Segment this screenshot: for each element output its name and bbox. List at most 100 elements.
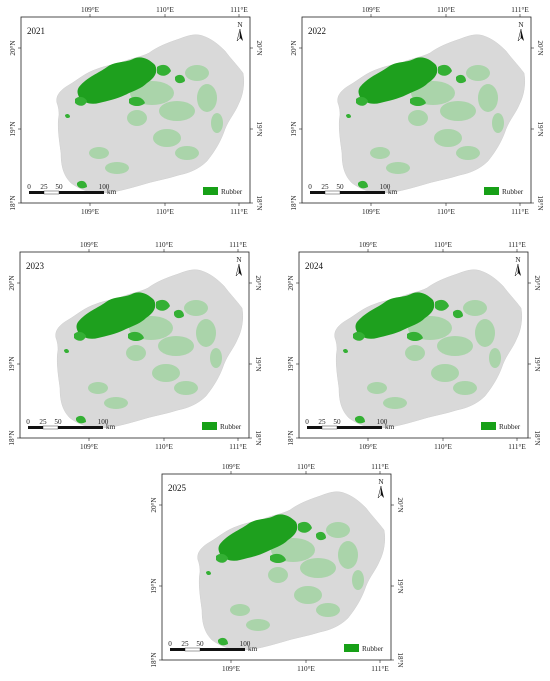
bottom-longitude-ticks: 109°E 110°E 111°E xyxy=(80,438,247,451)
bottom-longitude-ticks: 109°E 110°E 111°E xyxy=(362,203,529,216)
right-latitude-ticks: 20°N 19°N 18°N xyxy=(391,497,404,668)
svg-text:25: 25 xyxy=(39,418,47,426)
top-longitude-ticks: 109°E 110°E 111°E xyxy=(80,241,247,252)
lon-tick-top-3: 111°E xyxy=(371,463,389,471)
svg-text:100: 100 xyxy=(377,418,388,426)
lon-tick-top-3: 111°E xyxy=(229,241,247,249)
map-svg: 109°E 110°E 111°E 109°E 110°E 111°E 20°N… xyxy=(8,241,262,451)
svg-text:Rubber: Rubber xyxy=(221,188,243,196)
svg-text:100: 100 xyxy=(99,183,110,191)
svg-text:50: 50 xyxy=(55,183,63,191)
north-arrow-icon: N xyxy=(514,256,521,277)
lon-tick-bottom-1: 109°E xyxy=(80,443,99,451)
map-frame xyxy=(301,16,532,204)
rubber-dense-area xyxy=(65,57,185,189)
lon-tick-top-2: 110°E xyxy=(155,241,173,249)
legend: Rubber xyxy=(484,187,524,196)
bottom-longitude-ticks: 109°E 110°E 111°E xyxy=(359,438,526,451)
lat-tick-right-2: 19°N xyxy=(536,121,544,137)
lon-tick-bottom-2: 110°E xyxy=(155,443,173,451)
map-frame xyxy=(20,16,251,204)
lon-tick-bottom-1: 109°E xyxy=(81,208,100,216)
legend: Rubber xyxy=(202,422,242,431)
svg-text:100: 100 xyxy=(380,183,391,191)
right-latitude-ticks: 20°N 19°N 18°N xyxy=(528,275,541,446)
panel-year-label: 2024 xyxy=(305,261,324,271)
legend-swatch xyxy=(202,422,217,430)
svg-text:25: 25 xyxy=(40,183,48,191)
lat-tick-left-1: 20°N xyxy=(150,497,158,513)
legend-swatch xyxy=(484,187,499,195)
svg-text:0: 0 xyxy=(26,418,30,426)
panel-year-label: 2021 xyxy=(27,26,45,36)
lat-tick-right-2: 19°N xyxy=(533,356,541,372)
rubber-dense-area xyxy=(346,57,466,189)
bottom-longitude-ticks: 109°E 110°E 111°E xyxy=(222,660,389,673)
lon-tick-top-3: 111°E xyxy=(230,6,248,14)
svg-text:50: 50 xyxy=(196,640,204,648)
lat-tick-right-3: 18°N xyxy=(536,195,544,211)
svg-text:N: N xyxy=(515,256,521,264)
svg-text:50: 50 xyxy=(336,183,344,191)
lat-tick-left-2: 19°N xyxy=(290,121,298,137)
panel-year-label: 2025 xyxy=(168,483,187,493)
lon-tick-top-2: 110°E xyxy=(437,6,455,14)
svg-text:km: km xyxy=(385,423,395,431)
lat-tick-left-2: 19°N xyxy=(9,121,17,137)
rubber-dense-area xyxy=(343,292,463,424)
lat-tick-right-2: 19°N xyxy=(255,121,263,137)
map-svg: 109°E 110°E 111°E 109°E 110°E 111°E 20°N… xyxy=(287,241,541,451)
left-latitude-ticks: 20°N 19°N 18°N xyxy=(9,40,21,211)
lat-tick-right-1: 20°N xyxy=(536,40,544,56)
lon-tick-bottom-2: 110°E xyxy=(156,208,174,216)
svg-text:km: km xyxy=(248,645,258,653)
lon-tick-top-1: 109°E xyxy=(362,6,381,14)
svg-text:km: km xyxy=(107,188,117,196)
lat-tick-left-3: 18°N xyxy=(150,652,158,668)
lat-tick-right-3: 18°N xyxy=(533,430,541,446)
svg-text:50: 50 xyxy=(333,418,341,426)
svg-text:0: 0 xyxy=(308,183,312,191)
bottom-longitude-ticks: 109°E 110°E 111°E xyxy=(81,203,248,216)
rubber-dense-area xyxy=(206,514,326,646)
map-frame xyxy=(19,251,250,439)
scale-bar: 0 25 50 100 km xyxy=(168,640,257,653)
right-latitude-ticks: 20°N 19°N 18°N xyxy=(250,40,263,211)
lat-tick-right-3: 18°N xyxy=(254,430,262,446)
svg-text:50: 50 xyxy=(54,418,62,426)
svg-text:0: 0 xyxy=(168,640,172,648)
svg-text:Rubber: Rubber xyxy=(499,423,521,431)
svg-text:Rubber: Rubber xyxy=(502,188,524,196)
rubber-dense-area xyxy=(64,292,184,424)
scale-bar: 0 25 50 100 km xyxy=(26,418,115,431)
svg-text:N: N xyxy=(378,478,384,486)
lat-tick-left-3: 18°N xyxy=(290,195,298,211)
svg-text:km: km xyxy=(388,188,398,196)
lon-tick-bottom-2: 110°E xyxy=(437,208,455,216)
lat-tick-left-3: 18°N xyxy=(8,430,16,446)
map-svg: 109°E 110°E 111°E 109°E 110°E 111°E 20°N… xyxy=(9,6,263,216)
lat-tick-left-2: 19°N xyxy=(150,578,158,594)
lon-tick-bottom-1: 109°E xyxy=(359,443,378,451)
lat-tick-left-1: 20°N xyxy=(9,40,17,56)
legend: Rubber xyxy=(203,187,243,196)
lat-tick-left-3: 18°N xyxy=(9,195,17,211)
lon-tick-bottom-3: 111°E xyxy=(229,443,247,451)
north-arrow-icon: N xyxy=(235,256,242,277)
top-longitude-ticks: 109°E 110°E 111°E xyxy=(359,241,526,252)
svg-text:100: 100 xyxy=(98,418,109,426)
scale-bar: 0 25 50 100 km xyxy=(305,418,394,431)
svg-text:0: 0 xyxy=(305,418,309,426)
lat-tick-right-3: 18°N xyxy=(255,195,263,211)
lat-tick-right-1: 20°N xyxy=(254,275,262,291)
lon-tick-bottom-1: 109°E xyxy=(362,208,381,216)
svg-text:0: 0 xyxy=(27,183,31,191)
left-latitude-ticks: 20°N 19°N 18°N xyxy=(290,40,302,211)
lat-tick-right-1: 20°N xyxy=(255,40,263,56)
left-latitude-ticks: 20°N 19°N 18°N xyxy=(8,275,20,446)
lon-tick-top-1: 109°E xyxy=(81,6,100,14)
lon-tick-bottom-1: 109°E xyxy=(222,665,241,673)
map-panel-2025: 109°E 110°E 111°E 109°E 110°E 111°E 20°N… xyxy=(148,460,405,673)
lon-tick-top-2: 110°E xyxy=(434,241,452,249)
scale-bar: 0 25 50 100 km xyxy=(308,183,397,196)
